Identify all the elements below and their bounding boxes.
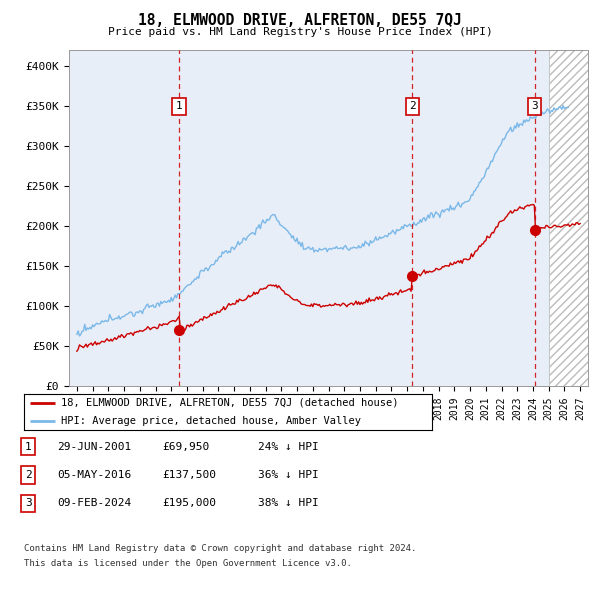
- Text: £195,000: £195,000: [162, 499, 216, 508]
- Text: This data is licensed under the Open Government Licence v3.0.: This data is licensed under the Open Gov…: [24, 559, 352, 568]
- Text: 36% ↓ HPI: 36% ↓ HPI: [258, 470, 319, 480]
- Text: £69,950: £69,950: [162, 442, 209, 451]
- Text: 18, ELMWOOD DRIVE, ALFRETON, DE55 7QJ: 18, ELMWOOD DRIVE, ALFRETON, DE55 7QJ: [138, 13, 462, 28]
- Text: 29-JUN-2001: 29-JUN-2001: [57, 442, 131, 451]
- Text: Contains HM Land Registry data © Crown copyright and database right 2024.: Contains HM Land Registry data © Crown c…: [24, 544, 416, 553]
- Text: 2: 2: [25, 470, 32, 480]
- Text: 1: 1: [25, 442, 32, 451]
- Text: 1: 1: [176, 101, 182, 111]
- Text: Price paid vs. HM Land Registry's House Price Index (HPI): Price paid vs. HM Land Registry's House …: [107, 27, 493, 37]
- Text: HPI: Average price, detached house, Amber Valley: HPI: Average price, detached house, Ambe…: [61, 416, 361, 425]
- Text: 2: 2: [409, 101, 416, 111]
- Text: 09-FEB-2024: 09-FEB-2024: [57, 499, 131, 508]
- Text: 05-MAY-2016: 05-MAY-2016: [57, 470, 131, 480]
- Text: 3: 3: [25, 499, 32, 508]
- Text: 18, ELMWOOD DRIVE, ALFRETON, DE55 7QJ (detached house): 18, ELMWOOD DRIVE, ALFRETON, DE55 7QJ (d…: [61, 398, 398, 408]
- Text: 3: 3: [531, 101, 538, 111]
- Text: 38% ↓ HPI: 38% ↓ HPI: [258, 499, 319, 508]
- Bar: [69, 50, 548, 386]
- Text: 24% ↓ HPI: 24% ↓ HPI: [258, 442, 319, 451]
- Text: £137,500: £137,500: [162, 470, 216, 480]
- Bar: [548, 50, 588, 386]
